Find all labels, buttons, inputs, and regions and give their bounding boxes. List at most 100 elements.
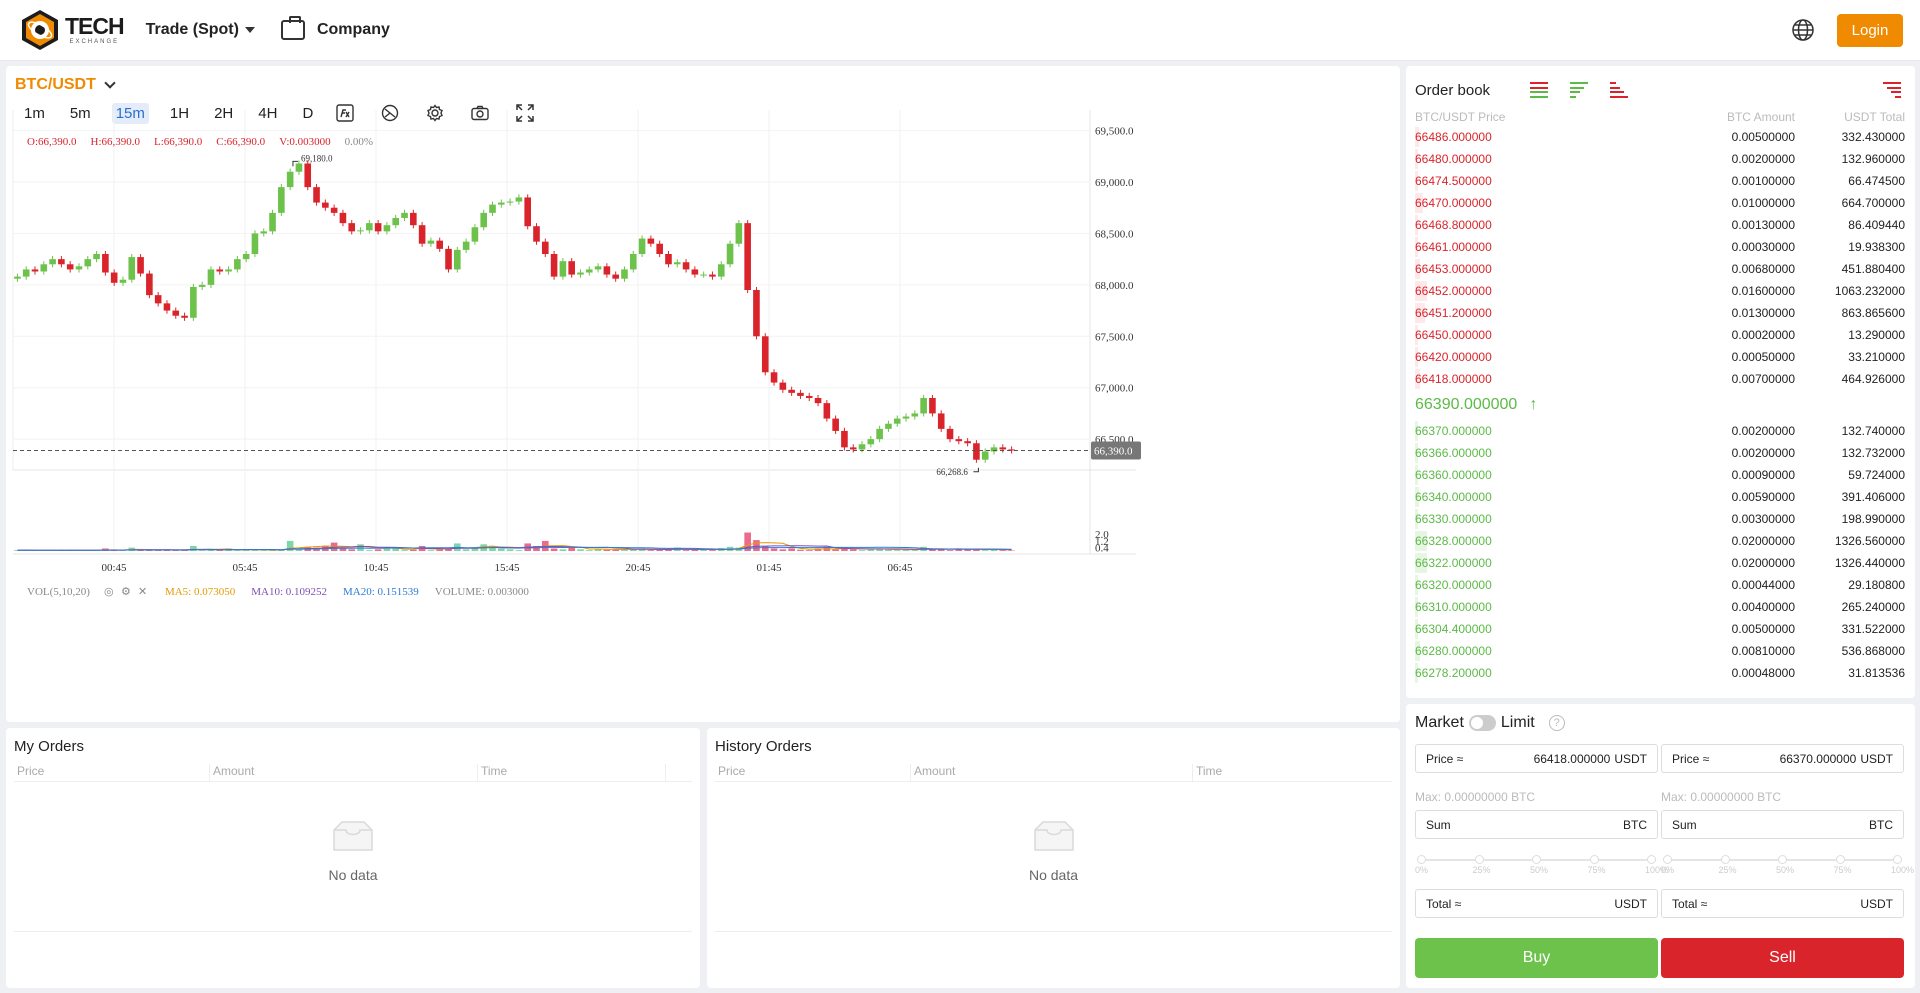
amount-cell: 0.00700000: [1731, 372, 1795, 386]
trade-spot-menu[interactable]: Trade (Spot): [146, 21, 255, 39]
price-cell: 66450.000000: [1415, 328, 1492, 342]
camera-icon[interactable]: [469, 102, 491, 124]
logo[interactable]: TECH EXCHANGE: [19, 9, 125, 51]
sell-price-field[interactable]: Price ≈ 66370.000000 USDT: [1661, 744, 1904, 773]
slider-stop[interactable]: [1647, 855, 1656, 864]
ask-row[interactable]: 66461.000000 0.00030000 19.938300: [1415, 236, 1905, 258]
hide-eye-icon[interactable]: ◎: [103, 585, 114, 598]
col-price: Price: [14, 764, 210, 781]
market-limit-toggle[interactable]: [1468, 715, 1496, 731]
price-cell: 66320.000000: [1415, 578, 1492, 592]
my-orders-no-data: No data: [328, 867, 378, 883]
buy-button[interactable]: Buy: [1415, 938, 1658, 978]
candle-body: [110, 272, 118, 283]
ask-row[interactable]: 66420.000000 0.00050000 33.210000: [1415, 346, 1905, 368]
slider-stop[interactable]: [1589, 855, 1599, 864]
slider-stop[interactable]: [1663, 855, 1672, 864]
logo-text: TECH: [65, 13, 125, 39]
sell-max: Max: 0.00000000 BTC: [1661, 790, 1782, 804]
bid-row[interactable]: 66366.000000 0.00200000 132.732000: [1415, 442, 1905, 464]
ask-row[interactable]: 66486.000000 0.00500000 332.430000: [1415, 126, 1905, 148]
buy-percent-slider[interactable]: 0% 25% 50% 75% 100%: [1415, 855, 1668, 875]
timeframe-15m[interactable]: 15m: [111, 102, 149, 124]
sell-percent-slider[interactable]: 0% 25% 50% 75% 100%: [1661, 855, 1914, 875]
bid-row[interactable]: 66320.000000 0.00044000 29.180800: [1415, 574, 1905, 596]
bid-row[interactable]: 66280.000000 0.00810000 536.868000: [1415, 640, 1905, 662]
buy-price-field[interactable]: Price ≈ 66418.000000 USDT: [1415, 744, 1658, 773]
candle-body: [973, 443, 980, 460]
timeframe-1h[interactable]: 1H: [169, 104, 190, 122]
book-asks-icon[interactable]: [1610, 82, 1628, 98]
ask-row[interactable]: 66474.500000 0.00100000 66.474500: [1415, 170, 1905, 192]
bid-row[interactable]: 66340.000000 0.00590000 391.406000: [1415, 486, 1905, 508]
history-orders-panel: History Orders Price Amount Time No data: [707, 728, 1400, 988]
volume-bar: [981, 550, 989, 551]
slider-stop[interactable]: [1720, 855, 1730, 864]
candle-body: [366, 223, 373, 231]
help-icon[interactable]: ?: [1548, 715, 1565, 731]
login-button[interactable]: Login: [1837, 13, 1903, 47]
pair-selector[interactable]: BTC/USDT: [15, 76, 116, 94]
slider-stop[interactable]: [1417, 855, 1426, 864]
total-cell: 265.240000: [1841, 600, 1905, 614]
timeframe-1d[interactable]: D: [302, 104, 314, 122]
price-chart[interactable]: 69,500.0 69,000.0 68,500.0 68,000.0 67,500.0…: [6, 66, 1400, 722]
fullscreen-icon[interactable]: [514, 102, 536, 124]
slider-stop[interactable]: [1474, 855, 1484, 864]
low-label: 66,268.6: [936, 467, 968, 477]
bid-row[interactable]: 66304.400000 0.00500000 331.522000: [1415, 618, 1905, 640]
vol-close-icon[interactable]: ✕: [137, 585, 148, 598]
ask-row[interactable]: 66468.800000 0.00130000 86.409440: [1415, 214, 1905, 236]
price-cell: 66310.000000: [1415, 600, 1492, 614]
bid-row[interactable]: 66310.000000 0.00400000 265.240000: [1415, 596, 1905, 618]
timeframe-1m[interactable]: 1m: [24, 104, 45, 122]
candle-body: [207, 269, 215, 285]
slider-stop[interactable]: [1835, 855, 1845, 864]
indicator-icon[interactable]: [334, 102, 356, 124]
ask-row[interactable]: 66418.000000 0.00700000 464.926000: [1415, 368, 1905, 390]
bid-row[interactable]: 66360.000000 0.00090000 59.724000: [1415, 464, 1905, 486]
ask-row[interactable]: 66470.000000 0.01000000 664.700000: [1415, 192, 1905, 214]
buy-sum-input[interactable]: Sum BTC: [1415, 810, 1658, 839]
book-depth-icon[interactable]: [1883, 82, 1901, 98]
bid-row[interactable]: 66370.000000 0.00200000 132.740000: [1415, 420, 1905, 442]
sell-button[interactable]: Sell: [1661, 938, 1904, 978]
candle-body: [322, 202, 329, 208]
candle-body: [753, 290, 760, 337]
ask-row[interactable]: 66452.000000 0.01600000 1063.232000: [1415, 280, 1905, 302]
sell-sum-input[interactable]: Sum BTC: [1661, 810, 1904, 839]
timeframe-5m[interactable]: 5m: [69, 104, 91, 122]
slider-stop[interactable]: [1778, 855, 1787, 864]
ask-row[interactable]: 66453.000000 0.00680000 451.880400: [1415, 258, 1905, 280]
buy-total-input[interactable]: Total ≈ USDT: [1415, 889, 1658, 918]
bid-row[interactable]: 66278.200000 0.00048000 31.813536: [1415, 662, 1905, 684]
company-link[interactable]: Company: [280, 16, 390, 40]
candle-body: [313, 187, 320, 203]
bid-row[interactable]: 66322.000000 0.02000000 1326.440000: [1415, 552, 1905, 574]
ask-row[interactable]: 66450.000000 0.00020000 13.290000: [1415, 324, 1905, 346]
bid-row[interactable]: 66328.000000 0.02000000 1326.560000: [1415, 530, 1905, 552]
candle-body: [410, 212, 417, 226]
vol-settings-icon[interactable]: ⚙: [120, 585, 131, 598]
candle-body: [550, 254, 558, 277]
ask-row[interactable]: 66480.000000 0.00200000 132.960000: [1415, 148, 1905, 170]
slider-stop[interactable]: [1893, 855, 1902, 864]
globe-icon[interactable]: [1791, 18, 1815, 42]
history-orders-empty: No data: [707, 820, 1400, 883]
ask-row[interactable]: 66451.200000 0.01300000 863.865600: [1415, 302, 1905, 324]
bid-row[interactable]: 66330.000000 0.00300000 198.990000: [1415, 508, 1905, 530]
timeframe-2h[interactable]: 2H: [214, 104, 234, 122]
slider-stop-label: 50%: [1776, 865, 1795, 875]
settings-icon[interactable]: [424, 102, 446, 124]
template-icon[interactable]: [379, 102, 401, 124]
slider-stop-label: 100%: [1891, 865, 1915, 875]
price-cell: 66340.000000: [1415, 490, 1492, 504]
sell-total-input[interactable]: Total ≈ USDT: [1661, 889, 1904, 918]
candle-body: [533, 226, 540, 242]
book-both-icon[interactable]: [1530, 82, 1548, 98]
book-bids-icon[interactable]: [1570, 82, 1588, 98]
my-orders-title: My Orders: [14, 738, 85, 755]
volume-bar: [427, 550, 435, 551]
timeframe-4h[interactable]: 4H: [258, 104, 278, 122]
slider-stop[interactable]: [1532, 855, 1541, 864]
